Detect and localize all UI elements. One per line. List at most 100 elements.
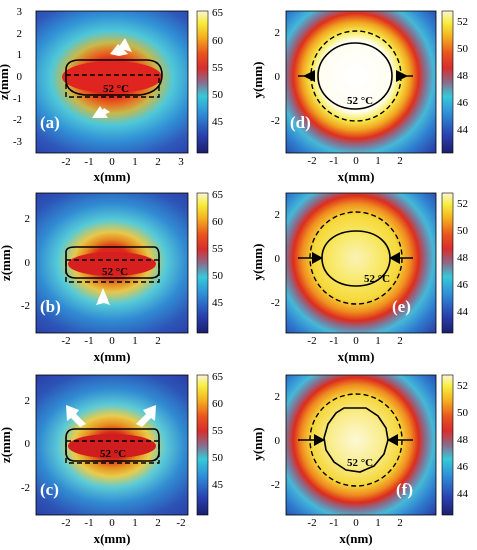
panel-f-xtick: 0 bbox=[353, 517, 359, 529]
panel-e-xtick: 2 bbox=[397, 335, 403, 347]
panel-a-dashed-region bbox=[65, 74, 160, 98]
panel-a-ytick: 1 bbox=[17, 49, 23, 61]
panel-c-xtick: 1 bbox=[132, 517, 138, 529]
colorbar-e-tick: 46 bbox=[457, 279, 469, 291]
colorbar-b-tick: 45 bbox=[212, 297, 224, 309]
colorbar-b: 65 60 55 50 45 bbox=[196, 189, 224, 334]
panel-e-xlabel: x(mm) bbox=[338, 349, 375, 364]
colorbar-f-tick: 46 bbox=[457, 461, 469, 473]
panel-d-xtick: -2 bbox=[307, 155, 316, 167]
panel-b: 52 °C (b) 2 0 -2 -2 -1 0 1 2 x(mm) z(mm) bbox=[0, 192, 189, 364]
colorbar-b-tick: 65 bbox=[212, 189, 224, 201]
panel-f-xtick: 2 bbox=[397, 517, 403, 529]
panel-f-arrow-left-icon bbox=[314, 434, 325, 446]
colorbar-b-tick: 55 bbox=[212, 243, 224, 255]
panel-f-xtick: 1 bbox=[375, 517, 381, 529]
panel-e-heatmap bbox=[286, 193, 436, 333]
panel-d-xtick: 0 bbox=[353, 155, 359, 167]
panel-d-xtick: 2 bbox=[397, 155, 403, 167]
panel-e-xtick: 1 bbox=[375, 335, 381, 347]
panel-f-ytick: 0 bbox=[275, 435, 281, 447]
panel-b-xtick: -1 bbox=[84, 335, 93, 347]
panel-d-xtick: 1 bbox=[375, 155, 381, 167]
panel-c: 52 °C (c) 2 0 -2 -2 -1 0 1 2 -2 x(mm) z(… bbox=[0, 374, 189, 546]
panel-d-xlabel: x(mm) bbox=[338, 169, 375, 184]
panel-c-arrow-left-icon bbox=[66, 405, 86, 427]
panel-a: 52 °C (a) 3 2 1 0 -1 -2 -3 -2 -1 0 1 2 3… bbox=[0, 6, 189, 184]
panel-b-ylabel: z(mm) bbox=[0, 245, 13, 281]
colorbar-d-tick: 50 bbox=[457, 43, 469, 55]
panel-e-label: (e) bbox=[392, 297, 411, 316]
colorbar-b-gradient bbox=[196, 192, 209, 334]
panel-c-xtick: 2 bbox=[155, 517, 161, 529]
panel-c-xtick: -2 bbox=[176, 517, 185, 529]
colorbar-c-tick: 65 bbox=[212, 371, 224, 383]
panel-b-dashed-region bbox=[65, 259, 160, 283]
panel-a-xtick: -2 bbox=[61, 156, 70, 168]
panel-c-label: (c) bbox=[40, 480, 59, 499]
panel-e-xtick: -1 bbox=[329, 335, 338, 347]
panel-d-contour-label: 52 °C bbox=[347, 95, 373, 107]
panel-b-contour-label: 52 °C bbox=[102, 266, 128, 278]
colorbar-d-tick: 44 bbox=[457, 124, 469, 136]
panel-e-contour bbox=[321, 230, 391, 287]
panel-e-ytick: 0 bbox=[275, 253, 281, 265]
panel-a-ytick: 0 bbox=[17, 71, 23, 83]
colorbar-f-tick: 44 bbox=[457, 488, 469, 500]
colorbar-e-tick: 52 bbox=[457, 198, 468, 210]
panel-c-dashed-region bbox=[65, 440, 160, 464]
colorbar-f-tick: 50 bbox=[457, 407, 469, 419]
colorbar-e: 52 50 48 46 44 bbox=[441, 192, 469, 334]
panel-d-label: (d) bbox=[290, 113, 311, 132]
panel-e-contour-label: 52 °C bbox=[364, 273, 390, 285]
panel-f-xtick: -1 bbox=[329, 517, 338, 529]
panel-f-contour-label: 52 °C bbox=[347, 457, 373, 469]
panel-f-arrow-right-icon bbox=[387, 434, 398, 446]
panel-a-ytick: -2 bbox=[13, 114, 22, 126]
colorbar-c: 65 60 55 50 45 bbox=[196, 371, 224, 516]
panel-c-contour-label: 52 °C bbox=[100, 448, 126, 460]
colorbar-f-tick: 48 bbox=[457, 434, 469, 446]
panel-c-ylabel: z(mm) bbox=[0, 427, 13, 463]
panel-a-ytick: 3 bbox=[17, 6, 23, 18]
colorbar-f-gradient bbox=[441, 374, 454, 516]
panel-a-ytick: -3 bbox=[13, 136, 23, 148]
panel-d: 52 °C (d) 2 0 -2 -2 -1 0 1 2 x(mm) y(mm) bbox=[250, 10, 437, 184]
panel-a-xlabel: x(mm) bbox=[94, 169, 131, 184]
colorbar-a: 65 60 55 50 45 bbox=[196, 7, 224, 154]
colorbar-d-tick: 52 bbox=[457, 16, 468, 28]
colorbar-e-tick: 48 bbox=[457, 252, 469, 264]
colorbar-b-tick: 60 bbox=[212, 216, 224, 228]
colorbar-e-gradient bbox=[441, 192, 454, 334]
colorbar-c-tick: 55 bbox=[212, 425, 224, 437]
colorbar-e-tick: 50 bbox=[457, 225, 469, 237]
panel-a-ytick: 2 bbox=[17, 28, 23, 40]
panel-a-ylabel: z(mm) bbox=[0, 64, 11, 100]
panel-e-arrow-left-icon bbox=[312, 252, 323, 264]
panel-c-xtick: -1 bbox=[84, 517, 93, 529]
panel-e-xtick: 0 bbox=[353, 335, 359, 347]
colorbar-a-tick: 65 bbox=[212, 7, 224, 19]
colorbar-d-gradient bbox=[441, 10, 454, 154]
panel-f-xtick: -2 bbox=[307, 517, 316, 529]
panel-d-contour bbox=[317, 42, 393, 110]
panel-d-xtick: -1 bbox=[329, 155, 338, 167]
panel-c-xtick: 0 bbox=[109, 517, 115, 529]
colorbar-c-tick: 50 bbox=[212, 452, 224, 464]
panel-f: 52 °C (f) 2 0 -2 -2 -1 0 1 2 x(nm) y(nm) bbox=[250, 374, 437, 546]
panel-b-xtick: -2 bbox=[61, 335, 70, 347]
panel-e-ytick: -2 bbox=[271, 297, 280, 309]
panel-b-ytick: 0 bbox=[25, 257, 31, 269]
panel-f-xlabel: x(nm) bbox=[339, 531, 372, 546]
colorbar-d-tick: 48 bbox=[457, 70, 469, 82]
panel-b-label: (b) bbox=[40, 297, 61, 316]
panel-b-xtick: 1 bbox=[132, 335, 138, 347]
panel-a-xtick: -1 bbox=[84, 156, 93, 168]
panel-b-xtick: 2 bbox=[155, 335, 161, 347]
panel-a-xtick: 3 bbox=[178, 156, 184, 168]
colorbar-c-tick: 45 bbox=[212, 479, 224, 491]
panel-a-xtick: 2 bbox=[155, 156, 161, 168]
panel-c-ytick: 0 bbox=[25, 438, 31, 450]
panel-b-ytick: 2 bbox=[25, 213, 31, 225]
